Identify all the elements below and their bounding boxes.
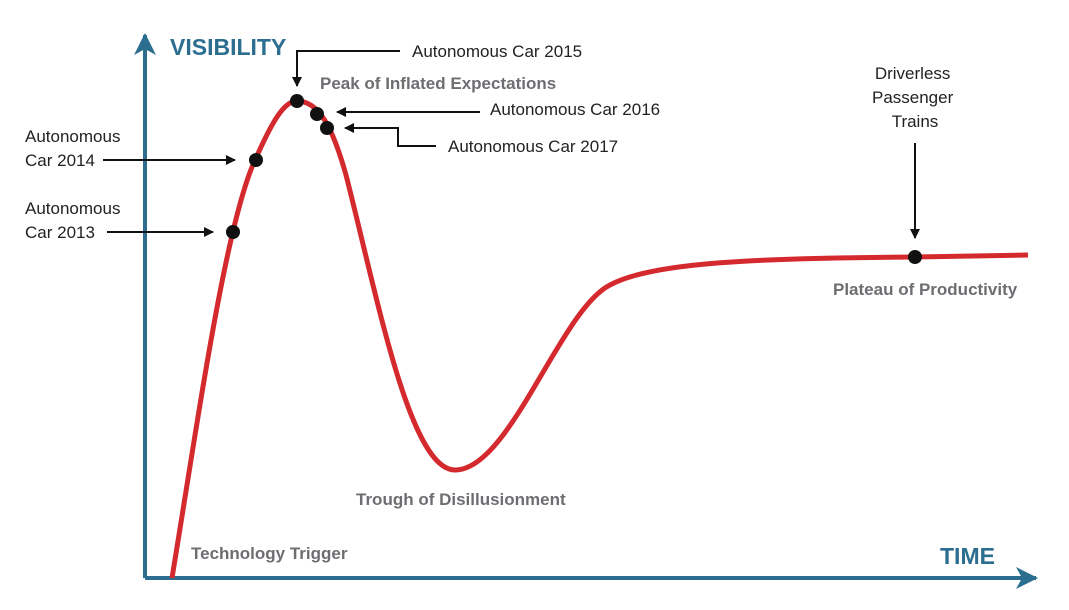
- annotation: Autonomous Car 2016: [490, 100, 660, 119]
- phase-label: Peak of Inflated Expectations: [320, 74, 556, 93]
- annotation-line: Driverless: [875, 64, 951, 83]
- x-axis-label: TIME: [940, 543, 995, 569]
- phase-label: Plateau of Productivity: [833, 280, 1018, 299]
- annotation: Autonomous Car 2015: [412, 42, 582, 61]
- annotation: Autonomous Car 2014: [25, 127, 125, 170]
- arrow: [292, 50, 400, 87]
- annotation-line: Passenger: [872, 88, 954, 107]
- phase-label: Trough of Disillusionment: [356, 490, 566, 509]
- dot: [249, 153, 263, 167]
- annotation: Autonomous Car 2017: [448, 137, 618, 156]
- hype-curve: [169, 98, 1029, 579]
- dot: [290, 94, 304, 108]
- annotation: Autonomous Car 2013: [25, 199, 125, 242]
- arrow: [344, 123, 436, 147]
- annotation-line: Car 2014: [25, 151, 95, 170]
- annotation-line: Trains: [892, 112, 939, 131]
- dot: [908, 250, 922, 264]
- dot: [310, 107, 324, 121]
- dot: [320, 121, 334, 135]
- annotation: Driverless Passenger Trains: [872, 64, 958, 131]
- dot: [226, 225, 240, 239]
- dots: [226, 94, 922, 264]
- annotation-line: Autonomous: [25, 127, 120, 146]
- phase-label: Technology Trigger: [191, 544, 348, 563]
- y-axis-label: VISIBILITY: [170, 34, 286, 60]
- annotation-line: Autonomous: [25, 199, 120, 218]
- annotation-line: Car 2013: [25, 223, 95, 242]
